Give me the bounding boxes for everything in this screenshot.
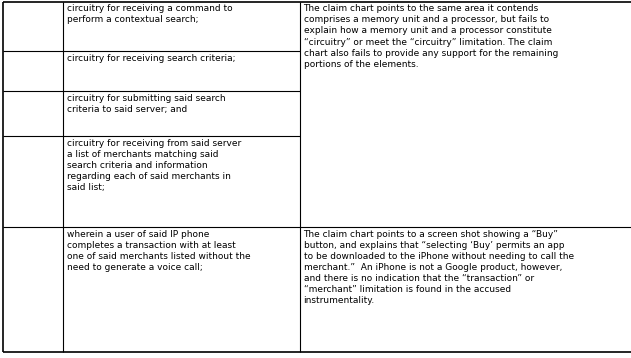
- Text: circuitry for receiving search criteria;: circuitry for receiving search criteria;: [67, 54, 235, 63]
- Text: circuitry for receiving from said server
a list of merchants matching said
searc: circuitry for receiving from said server…: [67, 139, 241, 192]
- Text: wherein a user of said IP phone
completes a transaction with at least
one of sai: wherein a user of said IP phone complete…: [67, 230, 251, 272]
- Text: The claim chart points to the same area it contends
comprises a memory unit and : The claim chart points to the same area …: [304, 4, 558, 69]
- Text: The claim chart points to a screen shot showing a “Buy”
button, and explains tha: The claim chart points to a screen shot …: [304, 230, 574, 305]
- Text: circuitry for receiving a command to
perform a contextual search;: circuitry for receiving a command to per…: [67, 4, 232, 24]
- Text: circuitry for submitting said search
criteria to said server; and: circuitry for submitting said search cri…: [67, 94, 225, 114]
